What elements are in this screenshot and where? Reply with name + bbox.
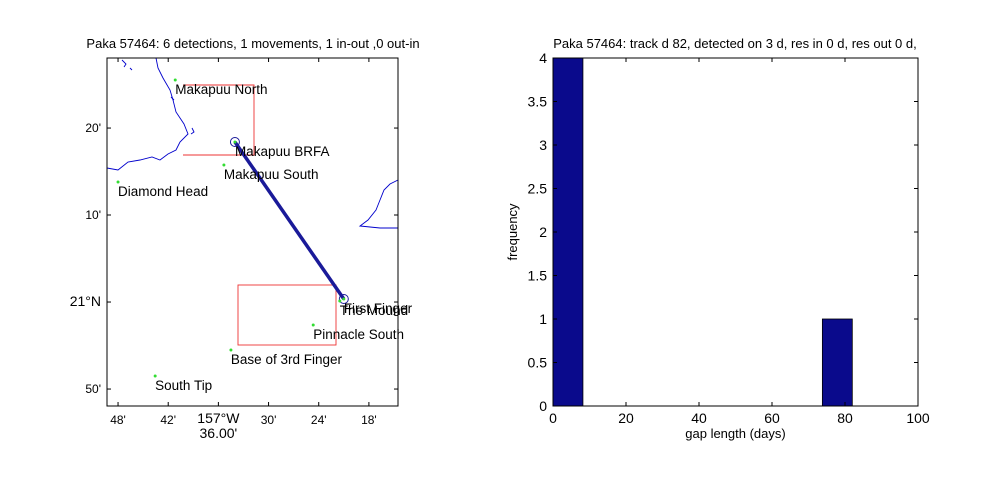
station <box>153 374 157 378</box>
y-tick-label: 3 <box>539 137 547 153</box>
y-tick-label: 20' <box>85 121 101 135</box>
x-tick-label: 20 <box>618 410 634 426</box>
y-axis-label: frequency <box>505 203 520 261</box>
region-penguin-bank <box>237 284 337 346</box>
x-tick-label: 100 <box>906 410 930 426</box>
station-label: Makapuu South <box>224 167 319 182</box>
track-end <box>338 293 349 304</box>
coastline <box>106 57 399 229</box>
station-label: Makapuu North <box>175 82 267 97</box>
y-tick-label: 50' <box>85 382 101 396</box>
y-tick-label: 21°N <box>70 293 101 309</box>
histogram-title: Paka 57464: track d 82, detected on 3 d,… <box>553 36 917 51</box>
y-tick-label: 10' <box>85 208 101 222</box>
y-tick-label: 1.5 <box>528 268 548 284</box>
station-label: Diamond Head <box>118 184 208 199</box>
x-tick-label: 36.00' <box>200 425 238 441</box>
x-tick-label: 48' <box>110 413 126 427</box>
x-tick-label: 60 <box>764 410 780 426</box>
x-tick-label: 42' <box>160 413 176 427</box>
track-end <box>229 136 240 147</box>
station-label: First Finger <box>344 301 413 316</box>
station-label: South Tip <box>155 378 212 393</box>
station-label: Makapuu BRFA <box>235 144 330 159</box>
station-label: The Mound <box>340 303 408 318</box>
station <box>338 299 342 303</box>
y-tick-label: 2 <box>539 224 547 240</box>
y-tick-label: 4 <box>539 50 547 66</box>
station <box>116 180 120 184</box>
y-tick-label: 1 <box>539 311 547 327</box>
x-axis-label: gap length (days) <box>685 426 785 441</box>
x-tick-label: 30' <box>261 413 277 427</box>
x-tick-label: 40 <box>691 410 707 426</box>
y-tick-label: 2.5 <box>528 181 548 197</box>
station-label: Base of 3rd Finger <box>231 352 343 367</box>
x-tick-label: 0 <box>549 410 557 426</box>
x-tick-label: 24' <box>311 413 327 427</box>
station <box>229 348 233 352</box>
regions <box>183 84 337 346</box>
axes-frame <box>106 57 399 407</box>
coast-islets <box>121 59 195 135</box>
station <box>342 297 346 301</box>
track-line <box>233 140 346 300</box>
bar <box>552 57 584 407</box>
coast-molokai <box>358 179 399 229</box>
map-title: Paka 57464: 6 detections, 1 movements, 1… <box>86 36 419 51</box>
x-tick-label: 18' <box>361 413 377 427</box>
x-tick-label: 157°W <box>197 410 240 426</box>
bar <box>821 318 853 407</box>
coast-oahu <box>106 57 189 171</box>
region-makapuu <box>183 84 255 156</box>
y-tick-label: 0 <box>539 398 547 414</box>
station-label: Pinnacle South <box>313 327 404 342</box>
station <box>311 323 315 327</box>
station <box>233 140 237 144</box>
station <box>222 163 226 167</box>
y-tick-label: 3.5 <box>528 94 548 110</box>
station <box>173 78 177 82</box>
x-tick-label: 80 <box>837 410 853 426</box>
y-tick-label: 0.5 <box>528 355 548 371</box>
